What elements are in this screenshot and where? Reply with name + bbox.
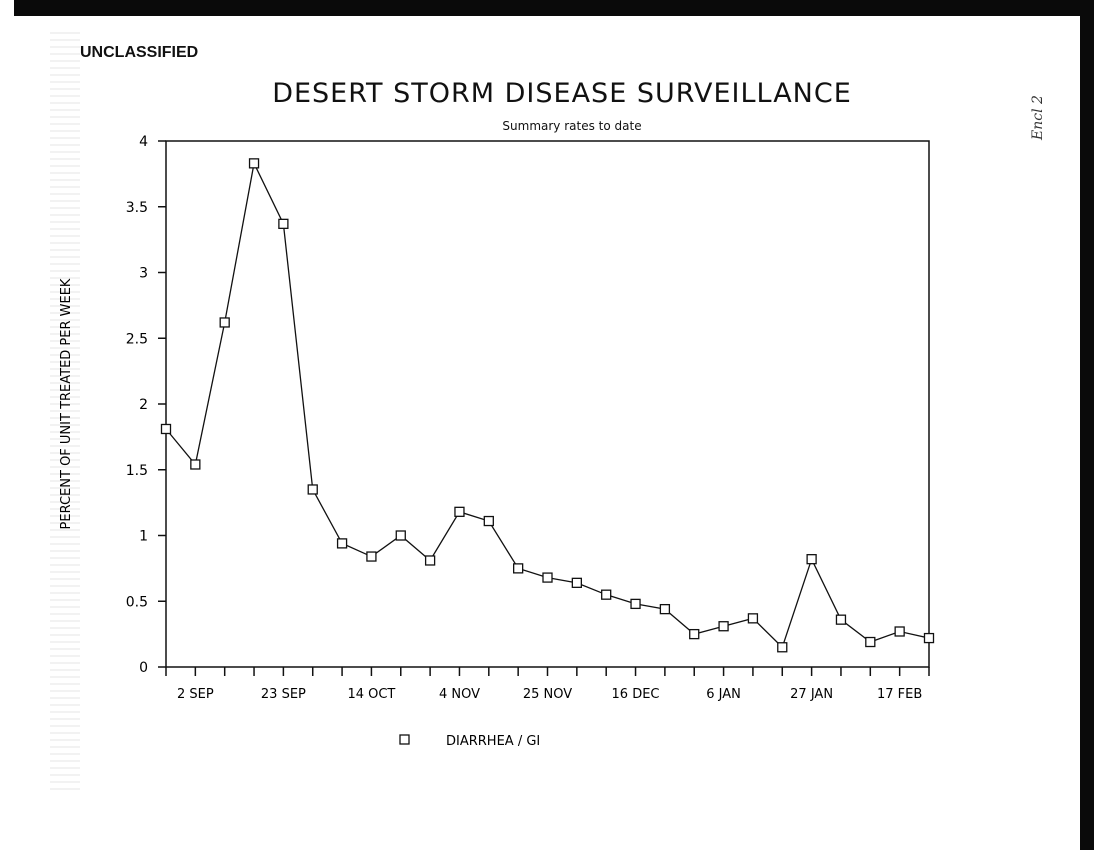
data-point xyxy=(601,589,612,600)
data-point xyxy=(571,577,582,588)
data-point xyxy=(424,555,436,566)
x-tick-label: 2 SEP xyxy=(177,687,214,702)
data-point xyxy=(630,598,641,610)
scan-border-top xyxy=(14,0,1094,16)
data-point xyxy=(160,423,172,435)
data-point xyxy=(190,459,201,470)
data-point xyxy=(278,218,289,229)
data-point xyxy=(454,506,465,517)
y-tick-label: 0.5 xyxy=(126,594,148,610)
legend-label: DIARRHEA / GI xyxy=(446,734,540,749)
data-point xyxy=(395,530,406,541)
data-point xyxy=(718,621,729,632)
x-tick-label: 4 NOV xyxy=(439,687,480,702)
y-tick-label: 2 xyxy=(139,397,148,413)
data-point xyxy=(483,515,494,527)
data-point xyxy=(336,538,348,549)
x-tick-label: 25 NOV xyxy=(523,687,572,702)
y-tick-label: 3 xyxy=(139,266,148,282)
y-tick-label: 4 xyxy=(139,134,148,150)
data-point xyxy=(894,626,905,637)
data-point xyxy=(806,554,817,565)
data-point xyxy=(219,317,230,328)
classification-label: UNCLASSIFIED xyxy=(80,44,199,61)
scan-border-right xyxy=(1080,0,1094,850)
scan-noise xyxy=(50,30,80,790)
x-tick-label: 6 JAN xyxy=(706,687,741,702)
chart-title: DESERT STORM DISEASE SURVEILLANCE xyxy=(272,78,852,109)
y-tick-label: 2.5 xyxy=(126,331,148,347)
y-axis-label: PERCENT OF UNIT TREATED PER WEEK xyxy=(59,278,74,529)
data-point xyxy=(542,572,553,583)
data-point xyxy=(777,642,788,653)
data-point xyxy=(835,614,847,625)
y-tick-label: 3.5 xyxy=(126,200,148,216)
data-point xyxy=(248,158,260,169)
x-tick-label: 14 OCT xyxy=(347,687,395,702)
data-point xyxy=(865,636,876,648)
data-point xyxy=(659,603,671,615)
chart-subtitle: Summary rates to date xyxy=(502,119,642,133)
y-tick-label: 1.5 xyxy=(126,463,148,479)
data-point xyxy=(366,551,377,562)
x-tick-label: 16 DEC xyxy=(612,687,660,702)
y-tick-label: 1 xyxy=(139,529,148,545)
data-point xyxy=(307,484,318,495)
y-tick-label: 0 xyxy=(139,660,148,676)
data-point xyxy=(689,628,700,640)
x-tick-label: 27 JAN xyxy=(790,687,833,702)
x-tick-label: 17 FEB xyxy=(877,687,922,702)
data-point xyxy=(923,632,935,644)
data-point xyxy=(747,613,759,624)
x-tick-label: 23 SEP xyxy=(261,687,306,702)
legend-marker xyxy=(399,734,410,745)
data-point xyxy=(513,563,524,574)
